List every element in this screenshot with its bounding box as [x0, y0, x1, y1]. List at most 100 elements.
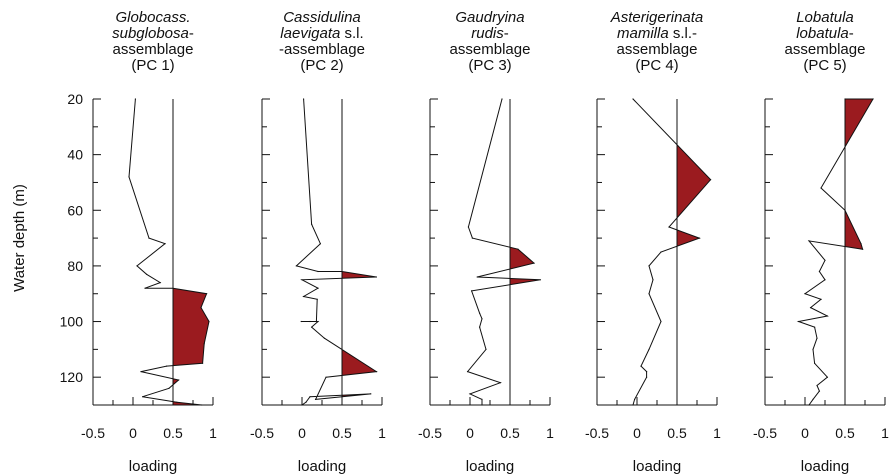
panel-title-segment: lobatula [796, 25, 849, 42]
data-point [317, 320, 319, 323]
x-tick-label: 0.5 [835, 425, 855, 441]
data-point [479, 326, 481, 328]
x-tick-label: 0.5 [500, 425, 520, 441]
panel-title-segment: (PC 4) [635, 57, 678, 74]
panel-title-line: (PC 1) [131, 57, 174, 74]
y-tick-label: 120 [60, 369, 84, 385]
data-point [798, 320, 800, 323]
panel-title-segment: subglobosa [112, 25, 189, 42]
data-point [375, 276, 377, 278]
panel-title-segment: - [849, 25, 854, 42]
positive-loading-fill [677, 144, 711, 218]
data-point [317, 270, 319, 273]
panel-title-segment: (PC 5) [803, 57, 846, 74]
x-tick-label: 1 [378, 425, 386, 441]
data-point [168, 387, 170, 389]
data-point [305, 401, 307, 403]
positive-loading-fill [677, 229, 700, 247]
data-point [820, 298, 822, 300]
data-point [816, 337, 818, 339]
data-point [814, 362, 816, 364]
data-point [646, 371, 648, 373]
x-tick-label: 1 [209, 425, 217, 441]
data-point [370, 393, 372, 395]
data-point [517, 248, 519, 250]
data-point [826, 315, 829, 317]
panel-title-segment: s.l. [340, 25, 363, 42]
data-point [826, 376, 829, 378]
data-point [862, 248, 864, 250]
data-point [872, 98, 874, 100]
data-point [146, 273, 148, 275]
panel-title-segment: (PC 2) [300, 57, 343, 74]
data-point [203, 343, 205, 345]
panel-title-line: (PC 4) [635, 57, 678, 74]
data-point [176, 401, 178, 403]
x-tick-label: -0.5 [585, 425, 609, 441]
x-tick-label: 0.5 [332, 425, 352, 441]
data-point [159, 282, 161, 284]
x-tick-label: -0.5 [250, 425, 274, 441]
data-point [481, 398, 483, 400]
y-tick-label: 100 [60, 314, 84, 330]
data-point [148, 237, 150, 239]
data-point [166, 365, 168, 367]
data-point [164, 243, 166, 245]
data-point [485, 348, 487, 350]
loading-line [796, 98, 874, 406]
data-point [172, 287, 174, 289]
data-point [128, 176, 130, 178]
x-tick-label: 1 [881, 425, 889, 441]
panel-title-line: rudis- [471, 25, 509, 42]
panel-title-segment: Cassidulina [283, 9, 361, 26]
panel-title-line: assemblage [113, 41, 194, 58]
x-tick-label: -0.5 [418, 425, 442, 441]
x-tick-label: 0 [466, 425, 474, 441]
data-point [315, 320, 317, 323]
data-point [824, 279, 826, 281]
panel-title-line: Globocass. [115, 9, 190, 26]
data-point [660, 251, 662, 253]
data-point [309, 396, 311, 398]
data-point [533, 262, 535, 264]
panel-title-segment: assemblage [113, 41, 194, 58]
x-tick-label: 1 [713, 425, 721, 441]
data-point [812, 348, 814, 350]
x-tick-label: 0 [633, 425, 641, 441]
x-tick-label: 0.5 [163, 425, 183, 441]
panel-title-segment: rudis [471, 25, 504, 42]
data-point [301, 279, 303, 281]
data-point [632, 98, 634, 100]
y-tick-label: 80 [67, 258, 83, 274]
x-axis-title: loading [466, 458, 514, 475]
data-point [820, 187, 822, 189]
x-axis-title: loading [633, 458, 681, 475]
data-point [469, 393, 471, 395]
data-point [818, 270, 821, 273]
data-point [319, 243, 321, 245]
data-point [315, 398, 317, 400]
data-point [816, 384, 818, 387]
x-tick-label: 0 [801, 425, 809, 441]
panel-title-line: lobatula- [796, 25, 854, 42]
panel-title-segment: mamilla [617, 25, 669, 42]
data-point [471, 237, 473, 239]
positive-loading-fill [173, 401, 202, 405]
data-point [660, 320, 662, 323]
panel-title-line: -assemblage [279, 41, 365, 58]
data-point [648, 293, 650, 295]
x-tick-label: 0 [129, 425, 137, 441]
data-point [844, 98, 846, 100]
data-point [144, 287, 146, 289]
data-point [646, 376, 648, 378]
panel-title-line: assemblage [617, 41, 698, 58]
panel-title-line: Cassidulina [283, 9, 361, 26]
data-point [808, 240, 810, 242]
data-point [142, 396, 144, 398]
data-point [311, 326, 313, 328]
data-point [134, 98, 136, 100]
data-point [375, 371, 377, 373]
